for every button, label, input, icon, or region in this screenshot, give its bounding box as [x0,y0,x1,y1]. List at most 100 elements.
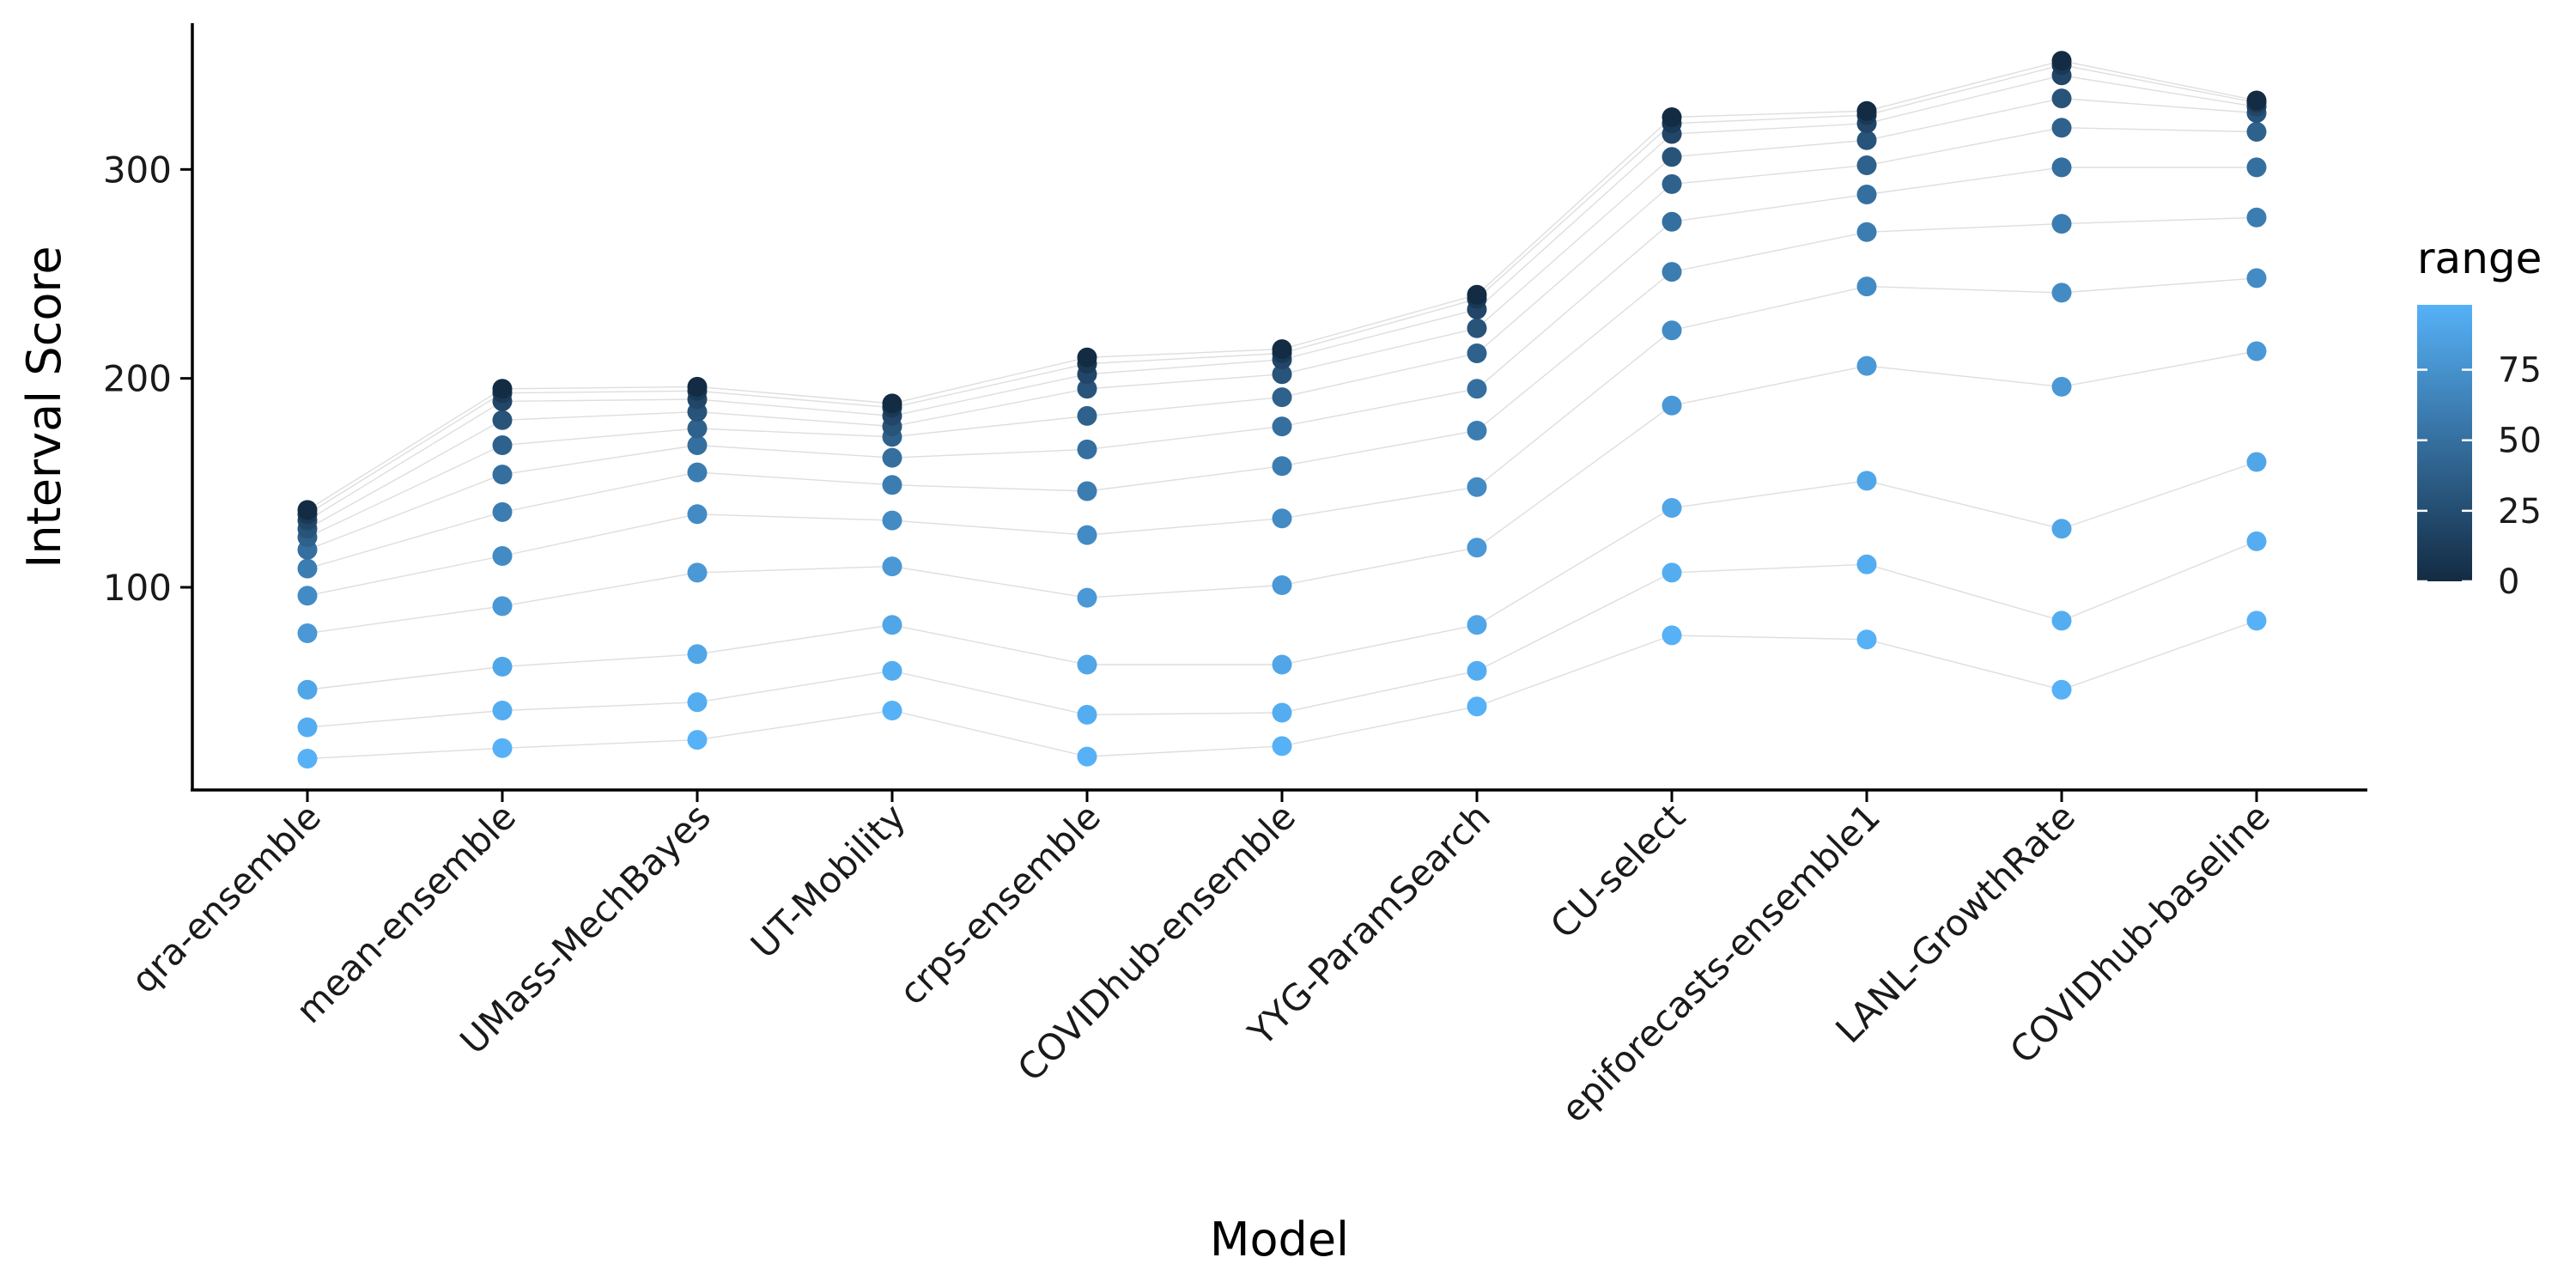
data-point [2246,157,2267,178]
data-point [492,738,513,758]
data-point [1856,276,1877,297]
data-point [1077,704,1097,725]
data-point [1467,477,1487,497]
data-point [492,501,513,522]
legend-tick-label: 50 [2498,422,2542,461]
data-point [1856,222,1877,242]
data-point [2246,90,2267,111]
data-point [882,556,902,577]
data-point [1856,100,1877,121]
data-point [2051,376,2072,397]
data-point [492,546,513,566]
x-axis-title: Model [1210,1212,1349,1267]
data-point [1662,262,1682,283]
legend-tick-label: 75 [2498,351,2542,391]
data-point [1662,395,1682,416]
data-point [1662,211,1682,232]
data-point [1272,575,1292,595]
data-point [1467,421,1487,440]
data-point [687,730,708,750]
y-axis-title: Interval Score [17,246,71,568]
data-point [1077,654,1097,675]
data-point [1662,173,1682,194]
data-point [492,379,513,399]
legend-title: range [2417,234,2542,283]
data-point [2051,157,2072,178]
data-point [687,418,708,439]
data-point [2246,341,2267,361]
data-point [1272,456,1292,477]
data-point [2051,51,2072,71]
data-point [2051,611,2072,631]
data-point [1272,736,1292,756]
data-point [297,500,318,520]
data-point [1467,696,1487,717]
data-point [1467,538,1487,558]
data-point [1662,320,1682,341]
data-point [1467,284,1487,305]
data-point [1467,615,1487,635]
data-point [1856,629,1877,650]
data-point [297,558,318,579]
legend-colorbar [2417,305,2472,581]
x-tick-label: epiforecasts-ensemble1 [1553,795,1888,1130]
data-point [882,510,902,531]
data-point [882,701,902,720]
data-point [1856,471,1877,491]
data-point [1856,130,1877,150]
data-point [297,623,318,643]
data-point [1077,587,1097,608]
data-point [1467,660,1487,681]
data-point [1077,405,1097,426]
x-tick-label: qra-ensemble [123,795,329,1001]
data-point [2051,679,2072,700]
data-point [1856,355,1877,376]
data-point [2051,88,2072,109]
data-point [687,644,708,665]
data-point [1077,379,1097,399]
x-tick-label: crps-ensemble [891,795,1109,1012]
x-ticks: qra-ensemblemean-ensembleUMass-MechBayes… [123,790,2278,1131]
data-point [1662,498,1682,518]
data-points [297,51,2267,769]
data-point [492,410,513,430]
series-line-range-0 [307,60,2257,511]
data-point [1272,654,1292,675]
data-point [1662,147,1682,167]
data-point [297,679,318,700]
data-point [2051,283,2072,303]
data-point [1272,416,1292,437]
data-point [2051,519,2072,539]
series-line-range-20 [307,75,2257,521]
data-point [2246,452,2267,472]
data-point [1077,746,1097,767]
data-point [687,376,708,397]
data-point [1272,702,1292,723]
data-point [882,393,902,414]
connector-lines [307,60,2257,760]
data-point [882,475,902,495]
data-point [492,596,513,617]
legend-tick-label: 25 [2498,492,2542,532]
data-point [1272,339,1292,360]
data-point [687,435,708,455]
legend-ticks: 0 25 50 75 [2417,351,2542,602]
y-tick-label: 100 [103,567,172,609]
data-point [1077,347,1097,368]
data-point [297,749,318,769]
legend: range 0 25 50 75 [2417,234,2542,602]
legend-tick-label: 0 [2498,562,2519,602]
data-point [492,656,513,677]
data-point [1467,379,1487,399]
data-point [2051,118,2072,138]
data-point [1077,525,1097,545]
y-ticks: 100 200 300 [103,149,192,609]
data-point [1077,439,1097,459]
data-point [1856,554,1877,574]
data-point [1272,508,1292,529]
data-point [687,562,708,583]
data-point [882,615,902,635]
data-point [687,692,708,713]
